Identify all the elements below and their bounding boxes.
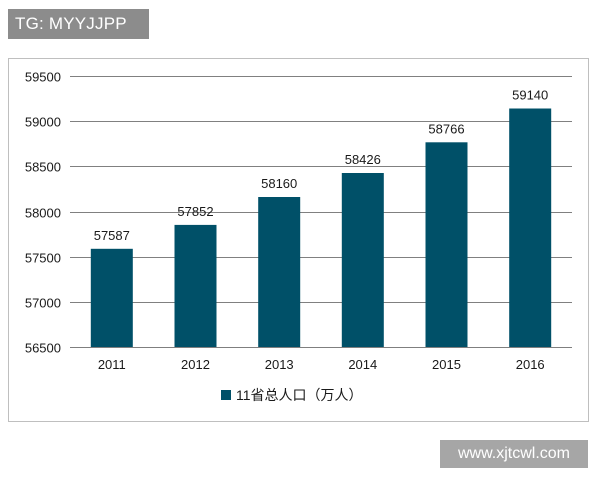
y-tick-label: 56500 [25,341,61,356]
y-tick-label: 57500 [25,251,61,266]
data-labels: 57587 57852 58160 58426 58766 59140 [94,88,549,243]
x-axis-labels: 2011 2012 2013 2014 2015 2016 [98,357,545,372]
y-tick-label: 59500 [25,70,61,85]
legend-swatch [221,390,231,400]
legend-label: 11省总人口（万人） [236,387,363,403]
bar [174,224,217,347]
watermark-top-left: TG: MYYJJPP [8,9,149,39]
bar [258,197,301,347]
bar [90,248,133,347]
gridlines [70,76,572,348]
y-tick-label: 58000 [25,206,61,221]
x-tick-label: 2012 [181,357,210,372]
bar [341,173,384,347]
data-label: 58426 [345,152,381,167]
y-tick-label: 59000 [25,115,61,130]
bar [425,142,468,347]
y-tick-label: 57000 [25,296,61,311]
data-label: 57587 [94,228,130,243]
y-tick-label: 58500 [25,160,61,175]
x-tick-label: 2013 [265,357,294,372]
data-label: 58766 [428,121,464,136]
x-tick-label: 2011 [98,357,126,372]
x-tick-label: 2014 [348,357,377,372]
watermark-bottom-right: www.xjtcwl.com [440,440,588,468]
bar [509,108,552,347]
y-axis-labels: 56500 57000 57500 58000 58500 59000 59500 [25,70,61,356]
x-tick-label: 2015 [432,357,461,372]
legend: 11省总人口（万人） [221,387,363,403]
data-label: 59140 [512,88,548,103]
data-label: 58160 [261,176,297,191]
x-tick-label: 2016 [516,357,545,372]
bars [90,108,552,347]
data-label: 57852 [177,204,213,219]
